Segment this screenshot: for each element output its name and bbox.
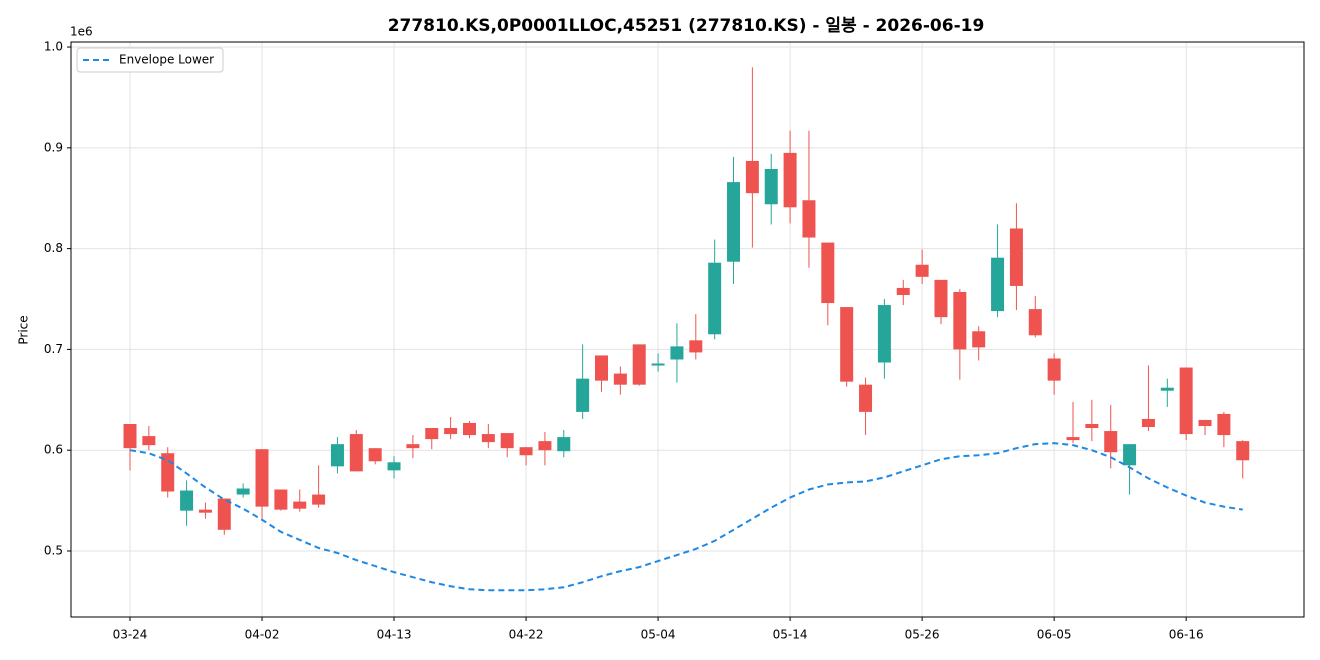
candle-body (934, 279, 948, 318)
y-tick-label: 1.0 (44, 40, 63, 54)
candle-body (236, 488, 250, 495)
x-tick-label: 06-16 (1169, 628, 1204, 642)
candle-body (1179, 367, 1193, 435)
candle-body (1141, 418, 1155, 428)
candle-body (519, 447, 533, 456)
candle-body (1028, 309, 1042, 336)
candle-body (877, 305, 891, 363)
candle-body (1217, 413, 1231, 436)
candle-body (198, 509, 212, 513)
candle-body (632, 344, 646, 385)
candle-body (142, 436, 156, 446)
x-tick-label: 04-13 (377, 628, 412, 642)
x-tick-label: 06-05 (1037, 628, 1072, 642)
candle-body (406, 444, 420, 449)
candle-body (462, 422, 476, 436)
candle-body (689, 340, 703, 353)
candle-body (972, 331, 986, 348)
line-series (129, 442, 1243, 592)
candle-body (745, 160, 759, 194)
candle-body (425, 428, 439, 440)
candle-body (312, 494, 326, 505)
candle-body (255, 449, 269, 507)
candle-body (481, 434, 495, 443)
y-tick-label: 0.7 (44, 342, 63, 356)
candle-body (1160, 387, 1174, 391)
candle-body (387, 462, 401, 471)
candle-body (840, 307, 854, 382)
candle-body (802, 200, 816, 238)
x-tick-label: 05-14 (773, 628, 808, 642)
y-tick-label: 0.5 (44, 543, 63, 557)
candle-body (896, 287, 910, 295)
candle-body (670, 346, 684, 360)
candle-body (915, 264, 929, 277)
candle-body (1047, 358, 1061, 381)
candle-body (595, 355, 608, 381)
candle-body (1236, 441, 1250, 461)
candle-body (538, 441, 552, 451)
candle-body (1198, 419, 1212, 427)
candle-body (1066, 437, 1080, 441)
candle-body (764, 168, 778, 205)
candle-body (123, 423, 137, 449)
candle-body (217, 498, 231, 530)
candle-body (444, 428, 458, 435)
legend-box (76, 47, 224, 73)
candle-body (783, 152, 797, 208)
candle-body (1009, 228, 1023, 286)
candle-body (349, 434, 363, 472)
candle-body (274, 489, 288, 510)
x-tick-label: 05-04 (641, 628, 676, 642)
candle-body (821, 242, 835, 304)
candle-body (368, 448, 382, 462)
candle-body (953, 291, 967, 350)
y-offset-label: 1e6 (70, 25, 93, 39)
x-tick-label: 04-02 (245, 628, 280, 642)
y-tick-label: 0.6 (44, 443, 63, 457)
candle-body (613, 373, 627, 385)
candle-body (651, 363, 665, 366)
candle-body (1123, 444, 1137, 466)
candle-body (991, 257, 1005, 312)
candle-body (1104, 431, 1118, 453)
x-tick-label: 03-24 (113, 628, 148, 642)
legend-label: Envelope Lower (119, 53, 214, 67)
y-tick-label: 0.9 (44, 140, 63, 154)
candle-body (180, 490, 194, 511)
candle-body (859, 384, 873, 412)
candle-body (1085, 423, 1099, 429)
candle-body (500, 433, 514, 449)
x-tick-label: 05-26 (905, 628, 940, 642)
candle-body (557, 437, 571, 452)
candle-body (576, 378, 590, 412)
candle-body (293, 501, 307, 509)
candle-body (708, 262, 722, 335)
x-tick-label: 04-22 (509, 628, 544, 642)
y-axis-label: Price (17, 315, 31, 344)
candle-body (727, 182, 741, 262)
chart-title: 277810.KS,0P0001LLOC,45251 (277810.KS) -… (388, 16, 985, 36)
candle-body (330, 444, 344, 467)
plot-frame (70, 41, 1305, 618)
y-tick-label: 0.8 (44, 241, 63, 255)
